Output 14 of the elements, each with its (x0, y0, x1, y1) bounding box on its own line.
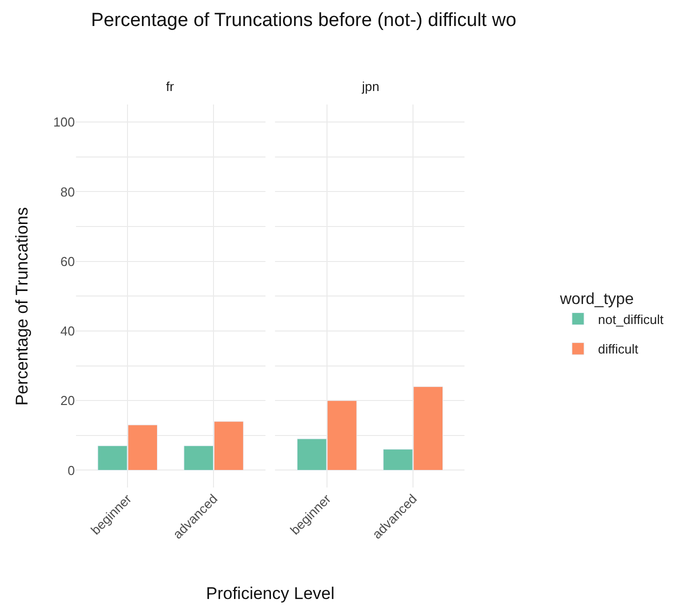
y-axis-title: Percentage of Truncations (12, 207, 32, 406)
y-tick-label: 20 (60, 393, 75, 408)
y-tick-label: 80 (60, 184, 75, 200)
y-tick-label: 60 (60, 254, 75, 269)
x-axis-title: Proficiency Level (206, 584, 335, 603)
y-tick-label: 0 (68, 462, 75, 478)
y-tick-label: 40 (60, 324, 75, 339)
legend-title: word_type (559, 290, 634, 308)
chart-subtitle: jpn (361, 79, 380, 94)
legend-label: not_difficult (598, 312, 664, 327)
text: Percentage of Truncations before (not-) difficult wo (91, 10, 516, 31)
y-tick-label: 100 (53, 114, 75, 130)
chart-subtitle: fr (166, 79, 175, 94)
legend-label: difficult (598, 342, 639, 357)
